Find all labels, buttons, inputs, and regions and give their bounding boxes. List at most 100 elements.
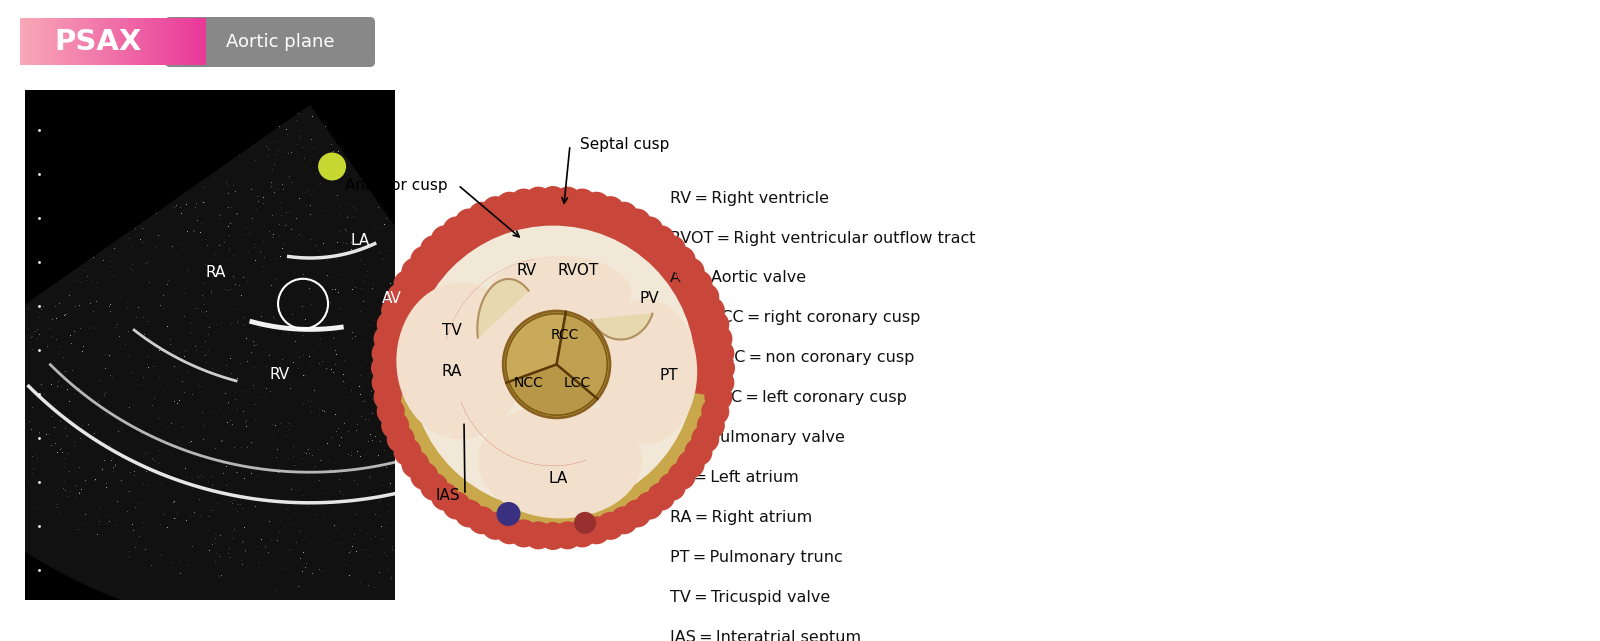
Circle shape (554, 187, 582, 215)
Circle shape (421, 235, 448, 263)
Circle shape (701, 397, 730, 426)
Circle shape (574, 512, 597, 534)
Text: TV = Tricuspid valve: TV = Tricuspid valve (670, 590, 830, 606)
Polygon shape (509, 365, 595, 415)
Circle shape (318, 153, 346, 181)
Text: RVOT: RVOT (557, 263, 598, 278)
Wedge shape (382, 368, 723, 540)
Circle shape (443, 492, 470, 520)
Text: LA = Left atrium: LA = Left atrium (670, 470, 798, 485)
Ellipse shape (490, 256, 632, 331)
Text: RVOT = Right ventricular outflow tract: RVOT = Right ventricular outflow tract (670, 231, 976, 246)
Polygon shape (592, 313, 653, 340)
Circle shape (394, 438, 421, 466)
Polygon shape (557, 315, 608, 397)
Circle shape (539, 522, 566, 550)
Circle shape (387, 425, 414, 453)
Circle shape (402, 451, 429, 478)
Text: PV = Pulmonary valve: PV = Pulmonary valve (670, 431, 845, 445)
Circle shape (525, 187, 552, 215)
Circle shape (667, 462, 696, 490)
Text: PV: PV (446, 329, 466, 344)
Circle shape (704, 325, 733, 353)
Circle shape (622, 499, 651, 528)
Text: Aortic plane: Aortic plane (226, 33, 334, 51)
Circle shape (677, 451, 704, 478)
Circle shape (658, 473, 686, 501)
Text: Septal cusp: Septal cusp (579, 138, 669, 153)
Circle shape (430, 483, 459, 511)
Text: LCC = left coronary cusp: LCC = left coronary cusp (670, 390, 907, 406)
Circle shape (635, 492, 664, 520)
Text: PV: PV (640, 291, 659, 306)
Circle shape (597, 196, 624, 224)
Circle shape (691, 283, 720, 311)
Text: LA: LA (350, 233, 370, 248)
Circle shape (698, 412, 725, 440)
Text: NCC: NCC (514, 376, 544, 390)
Circle shape (496, 516, 523, 544)
Circle shape (646, 483, 675, 511)
Circle shape (469, 202, 496, 229)
Circle shape (582, 516, 611, 544)
Circle shape (706, 339, 734, 367)
Circle shape (525, 521, 552, 549)
Circle shape (677, 258, 704, 286)
Circle shape (376, 310, 405, 338)
FancyBboxPatch shape (165, 17, 374, 67)
Circle shape (582, 192, 611, 220)
Circle shape (410, 246, 438, 274)
Text: RA: RA (442, 364, 462, 379)
Circle shape (568, 519, 597, 547)
Circle shape (410, 462, 438, 490)
Text: IAS: IAS (435, 488, 461, 503)
Text: RV = Right ventricle: RV = Right ventricle (670, 190, 829, 206)
Circle shape (646, 225, 675, 253)
Circle shape (373, 325, 402, 353)
Circle shape (371, 339, 400, 367)
Circle shape (667, 246, 696, 274)
Circle shape (510, 188, 538, 217)
Circle shape (685, 438, 712, 466)
Circle shape (610, 506, 638, 534)
Text: RV: RV (517, 263, 536, 278)
Text: RCC = right coronary cusp: RCC = right coronary cusp (670, 310, 920, 326)
Text: RA: RA (206, 265, 226, 280)
Text: NCC = non coronary cusp: NCC = non coronary cusp (670, 351, 914, 365)
Circle shape (510, 519, 538, 547)
Circle shape (421, 473, 448, 501)
Text: IAS = Interatrial septum: IAS = Interatrial septum (670, 631, 861, 641)
Circle shape (554, 521, 582, 549)
Text: PT: PT (659, 368, 678, 383)
Text: RA = Right atrium: RA = Right atrium (670, 510, 813, 526)
Circle shape (704, 383, 733, 411)
Bar (26, 90, 395, 600)
Text: RV: RV (270, 367, 290, 383)
Circle shape (394, 270, 421, 298)
Circle shape (539, 186, 566, 214)
Circle shape (454, 499, 483, 528)
Text: PSAX: PSAX (54, 28, 141, 56)
Circle shape (707, 354, 734, 382)
Circle shape (387, 283, 414, 311)
Text: PT = Pulmonary trunc: PT = Pulmonary trunc (670, 551, 843, 565)
Text: LA: LA (549, 471, 568, 486)
Circle shape (496, 502, 520, 526)
Circle shape (381, 412, 410, 440)
Circle shape (373, 383, 402, 411)
Text: RCC: RCC (550, 328, 579, 342)
Circle shape (376, 397, 405, 426)
Ellipse shape (397, 283, 525, 439)
Circle shape (402, 258, 429, 286)
Circle shape (610, 202, 638, 229)
Polygon shape (477, 279, 528, 338)
Circle shape (622, 208, 651, 237)
Circle shape (454, 208, 483, 237)
Text: AV = Aortic valve: AV = Aortic valve (670, 271, 806, 285)
Circle shape (691, 425, 720, 453)
Circle shape (706, 369, 734, 397)
Polygon shape (506, 313, 565, 382)
Circle shape (597, 512, 624, 540)
Circle shape (502, 311, 610, 418)
Text: LCC: LCC (563, 376, 590, 390)
